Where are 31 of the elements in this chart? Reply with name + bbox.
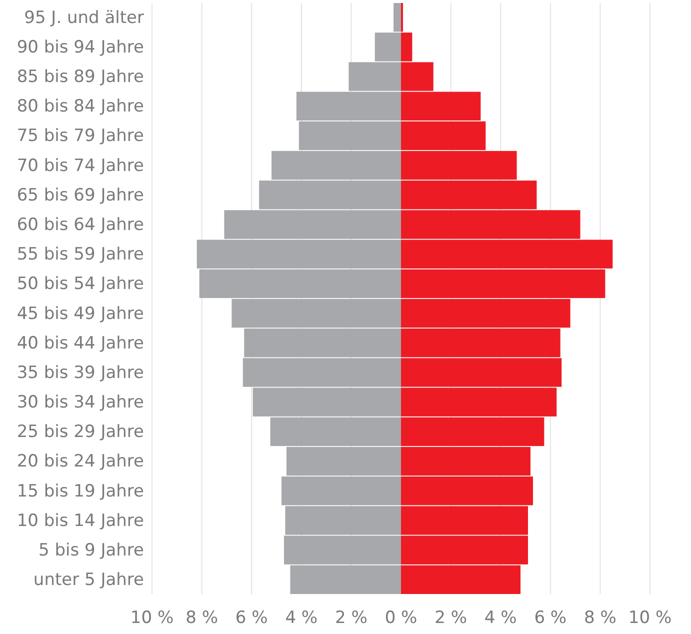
y-tick-label: 70 bis 74 Jahre: [16, 156, 144, 176]
x-tick-label: 8 %: [584, 608, 616, 628]
x-tick-label: 8 %: [186, 608, 218, 628]
y-tick-label: unter 5 Jahre: [33, 570, 144, 590]
x-tick-label: 10 %: [130, 608, 174, 628]
y-tick-label: 90 bis 94 Jahre: [16, 37, 144, 58]
y-tick-label: 25 bis 29 Jahre: [16, 422, 144, 442]
y-tick-label: 45 bis 49 Jahre: [16, 304, 144, 324]
x-tick-label: 6 %: [235, 608, 268, 628]
y-tick-label: 10 bis 14 Jahre: [16, 510, 144, 531]
x-tick-label: 2 %: [335, 608, 368, 628]
y-tick-label: 15 bis 19 Jahre: [16, 481, 144, 502]
y-tick-label: 55 bis 59 Jahre: [16, 244, 144, 265]
y-tick-label: 75 bis 79 Jahre: [16, 126, 144, 146]
y-tick-label: 65 bis 69 Jahre: [16, 185, 144, 206]
x-tick-label: 2 %: [434, 608, 467, 628]
x-tick-label: 10 %: [628, 608, 672, 628]
y-tick-label: 85 bis 89 Jahre: [16, 66, 144, 87]
y-tick-label: 80 bis 84 Jahre: [16, 96, 144, 117]
x-tick-label: 4 %: [484, 608, 517, 628]
x-tick-label: 0 %: [384, 608, 418, 628]
y-tick-label: 20 bis 24 Jahre: [16, 452, 144, 472]
y-tick-label: 50 bis 54 Jahre: [16, 274, 144, 294]
y-tick-label: 95 J. und älter: [24, 8, 144, 28]
x-tick-label: 6 %: [534, 608, 567, 628]
y-tick-label: 35 bis 39 Jahre: [16, 362, 144, 383]
x-tick-label: 4 %: [285, 608, 318, 628]
y-tick-label: 60 bis 64 Jahre: [16, 214, 144, 235]
y-tick-label: 40 bis 44 Jahre: [16, 333, 144, 354]
y-tick-label: 30 bis 34 Jahre: [16, 392, 144, 413]
y-tick-label: 5 bis 9 Jahre: [38, 540, 144, 560]
